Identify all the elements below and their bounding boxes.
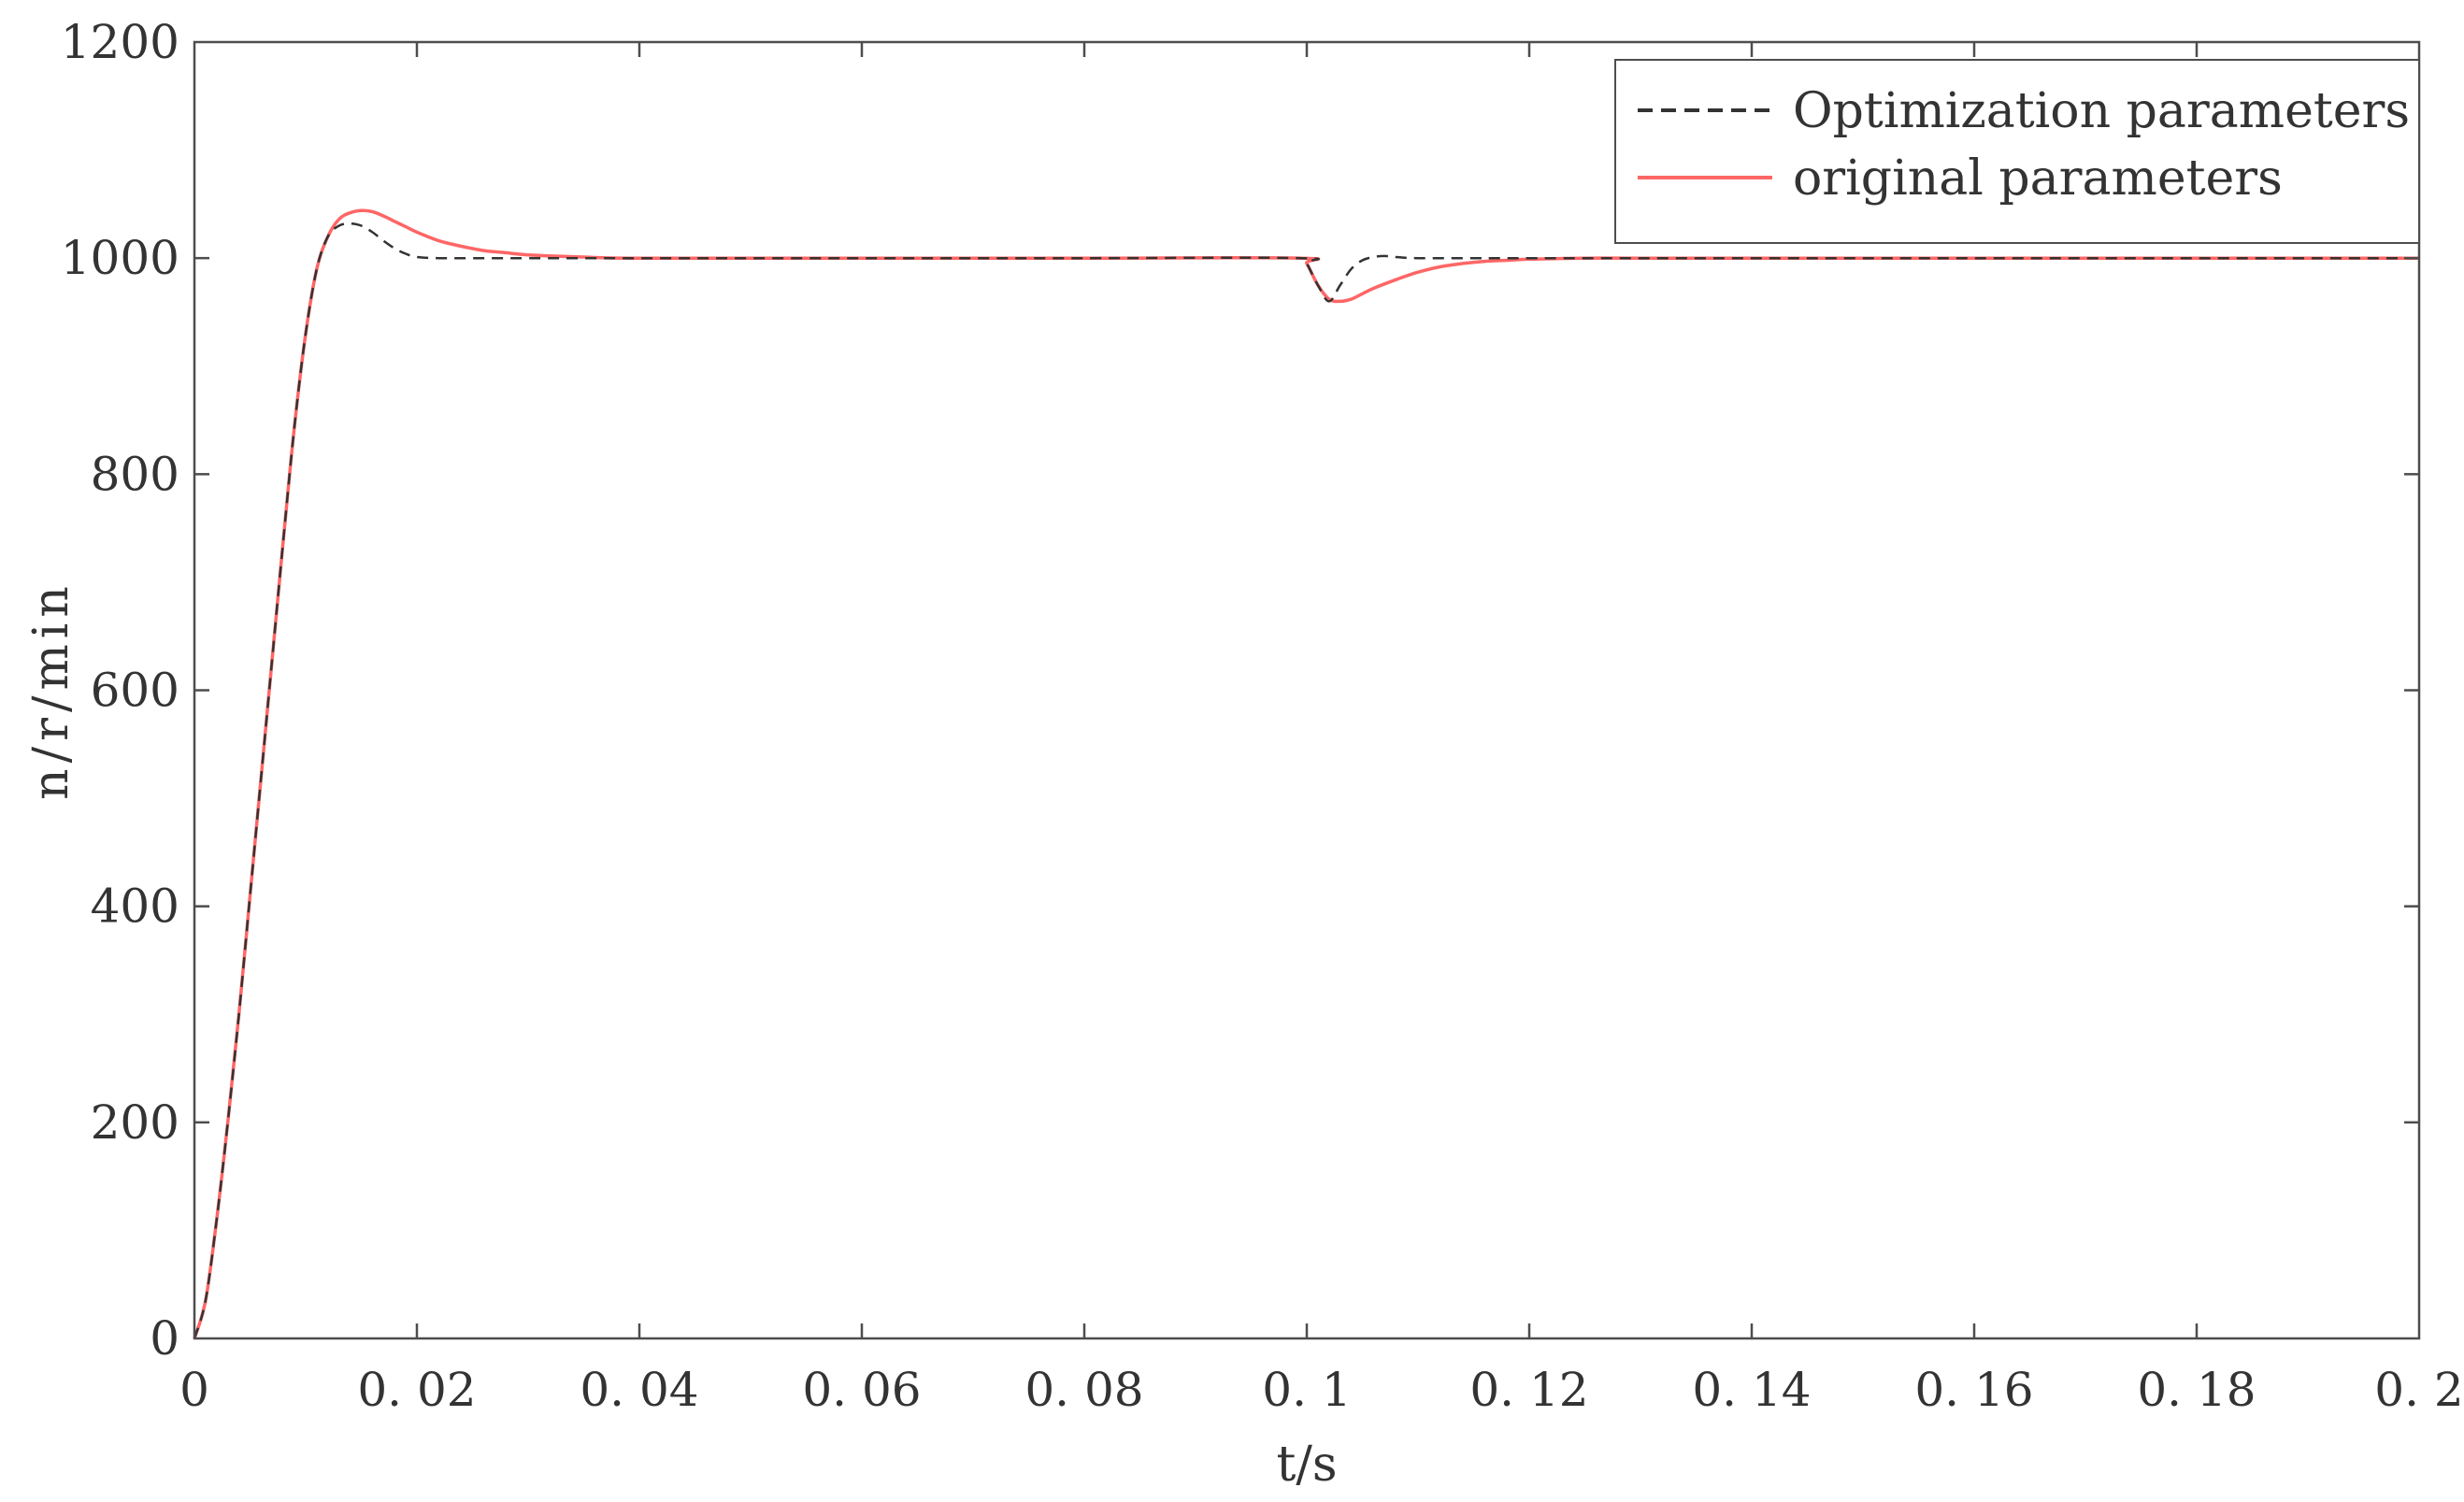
y-axis-ticks: 0 200 400 600 800 1000 1200 [61, 15, 2419, 1366]
y-tick-label: 800 [91, 447, 179, 501]
y-tick-label: 200 [91, 1095, 179, 1150]
x-tick-label: 0 [179, 1363, 209, 1417]
y-axis-title: n/r/min [23, 580, 79, 800]
x-tick-label: 0. 02 [357, 1363, 476, 1417]
x-tick-label: 0. 1 [1262, 1363, 1351, 1417]
x-tick-label: 0. 08 [1024, 1363, 1143, 1417]
x-tick-label: 0. 2 [2374, 1363, 2463, 1417]
legend-box [1614, 59, 2420, 244]
y-tick-label: 1200 [61, 15, 179, 69]
y-tick-label: 0 [150, 1311, 179, 1366]
x-axis-title: t/s [1276, 1437, 1337, 1493]
y-tick-label: 1000 [61, 231, 179, 285]
x-tick-label: 0. 04 [580, 1363, 698, 1417]
series-layer [193, 208, 2419, 1339]
x-tick-label: 0. 06 [802, 1363, 921, 1417]
legend-label-optimization: Optimization parameters [1793, 83, 2410, 139]
y-tick-label: 400 [91, 880, 179, 934]
y-tick-label: 600 [91, 664, 179, 718]
legend: Optimization parameters original paramet… [1614, 59, 2420, 244]
x-tick-label: 0. 14 [1692, 1363, 1811, 1417]
x-tick-label: 0. 16 [1914, 1363, 2033, 1417]
x-tick-label: 0. 18 [2137, 1363, 2256, 1417]
x-tick-label: 0. 12 [1469, 1363, 1588, 1417]
legend-label-original: original parameters [1793, 150, 2283, 207]
x-axis-ticks: 0 0. 02 0. 04 0. 06 0. 08 0. 1 0. 12 0. 14 0. 16… [179, 42, 2464, 1417]
